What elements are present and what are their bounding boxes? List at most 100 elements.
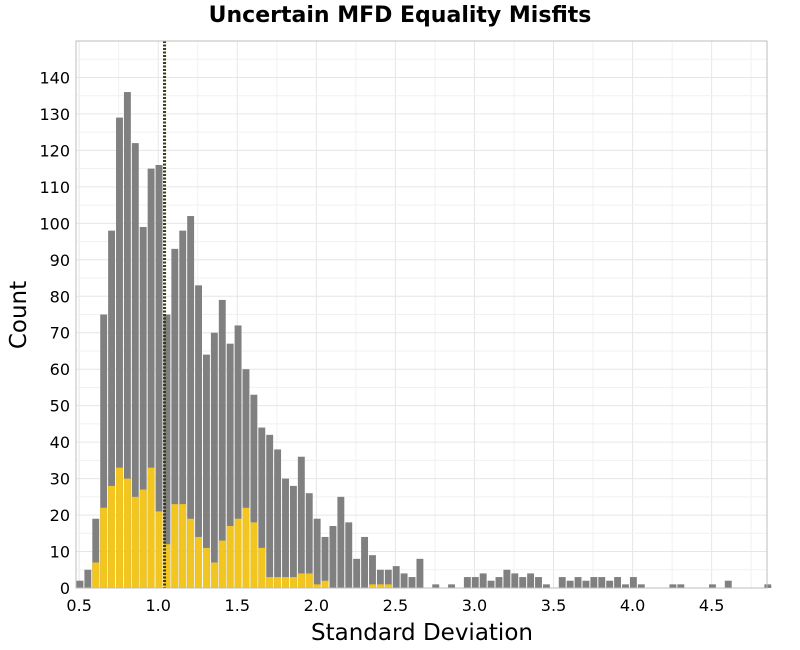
bar-total <box>202 354 210 588</box>
bar-highlight <box>226 526 234 588</box>
bar-total <box>542 584 550 588</box>
chart-title: Uncertain MFD Equality Misfits <box>209 3 592 28</box>
bar-total <box>677 584 685 588</box>
bar-total <box>179 230 187 589</box>
bar-total <box>76 580 84 588</box>
bar-highlight <box>202 547 210 588</box>
y-tick-label: 110 <box>39 178 70 197</box>
bar-highlight <box>187 518 195 588</box>
bar-total <box>242 369 250 588</box>
y-tick-label: 30 <box>50 470 70 489</box>
bar-total <box>250 394 258 588</box>
bar-highlight <box>266 577 274 588</box>
bar-total <box>574 577 582 588</box>
bar-total <box>155 164 163 588</box>
bar-highlight <box>242 507 250 588</box>
bar-total <box>337 496 345 588</box>
bar-total <box>369 555 376 588</box>
bar-total <box>708 584 716 588</box>
y-tick-label: 140 <box>39 68 70 87</box>
bar-total <box>448 584 455 588</box>
bar-total <box>590 577 598 588</box>
bar-total <box>100 314 108 588</box>
x-axis-label: Standard Deviation <box>311 620 533 646</box>
y-tick-label: 120 <box>39 141 70 160</box>
bar-total <box>258 427 266 588</box>
bar-total <box>131 143 139 588</box>
bar-total <box>361 536 369 588</box>
bar-total <box>163 314 171 588</box>
bar-highlight <box>274 577 282 588</box>
bar-total <box>139 226 147 589</box>
plot-frame <box>75 40 768 589</box>
bar-highlight <box>313 584 321 588</box>
bar-total <box>313 518 321 588</box>
bar-total <box>503 569 511 588</box>
bar-highlight <box>369 584 376 588</box>
bar-total <box>92 518 100 588</box>
x-axis-ticks: 0.5 1.0 1.5 2.0 2.5 3.0 3.5 4.0 4.5 <box>66 596 724 615</box>
y-tick-label: 80 <box>50 287 70 306</box>
bar-total <box>321 536 329 588</box>
bar-highlight <box>195 536 202 588</box>
bar-highlight <box>234 518 242 588</box>
x-tick-label: 2.5 <box>383 596 408 615</box>
y-tick-label: 70 <box>50 324 70 343</box>
bar-highlight <box>305 573 313 588</box>
bar-total <box>289 485 297 588</box>
bar-total <box>479 573 487 588</box>
bar-highlight <box>179 504 187 588</box>
bar-total <box>487 580 495 588</box>
bar-total <box>376 569 384 588</box>
bar-total <box>622 584 629 588</box>
bar-total <box>471 577 479 588</box>
bar-total <box>84 569 92 588</box>
bar-total <box>116 117 123 588</box>
bar-total <box>392 566 400 588</box>
bar-highlight <box>289 577 297 588</box>
x-tick-label: 4.0 <box>620 596 645 615</box>
bar-highlight <box>131 496 139 588</box>
bar-total <box>582 580 590 588</box>
x-tick-label: 0.5 <box>66 596 91 615</box>
bar-total <box>226 343 234 588</box>
bar-total <box>511 573 519 588</box>
bar-total <box>614 577 622 588</box>
bar-total <box>416 558 424 588</box>
bar-total <box>535 577 542 588</box>
bar-total <box>274 449 282 588</box>
bar-highlight <box>376 584 384 588</box>
bar-highlight <box>258 547 266 588</box>
bar-total <box>606 580 614 588</box>
bar-total <box>234 325 242 588</box>
bar-total <box>495 577 503 588</box>
bar-highlight <box>171 504 179 588</box>
bar-total <box>218 299 226 588</box>
bar-total <box>566 580 574 588</box>
bar-highlight <box>155 511 163 588</box>
y-tick-label: 0 <box>60 579 70 598</box>
bar-total <box>297 456 305 588</box>
bar-highlight <box>123 478 131 588</box>
bar-total <box>210 332 218 588</box>
bar-highlight <box>210 562 218 588</box>
bar-total <box>629 577 637 588</box>
grid <box>76 41 767 589</box>
bar-total <box>353 558 361 588</box>
bar-total <box>598 577 606 588</box>
bar-total <box>345 522 353 588</box>
bars <box>76 92 772 589</box>
bar-total <box>519 577 527 588</box>
bar-total <box>171 248 179 589</box>
bar-highlight <box>139 489 147 588</box>
y-tick-label: 60 <box>50 360 70 379</box>
y-tick-label: 10 <box>50 543 70 562</box>
bar-total <box>266 434 274 588</box>
bar-total <box>669 584 677 588</box>
bar-highlight <box>282 577 289 588</box>
bar-highlight <box>218 540 226 588</box>
bar-total <box>187 216 195 589</box>
bar-highlight <box>297 573 305 588</box>
bar-total <box>408 577 416 588</box>
